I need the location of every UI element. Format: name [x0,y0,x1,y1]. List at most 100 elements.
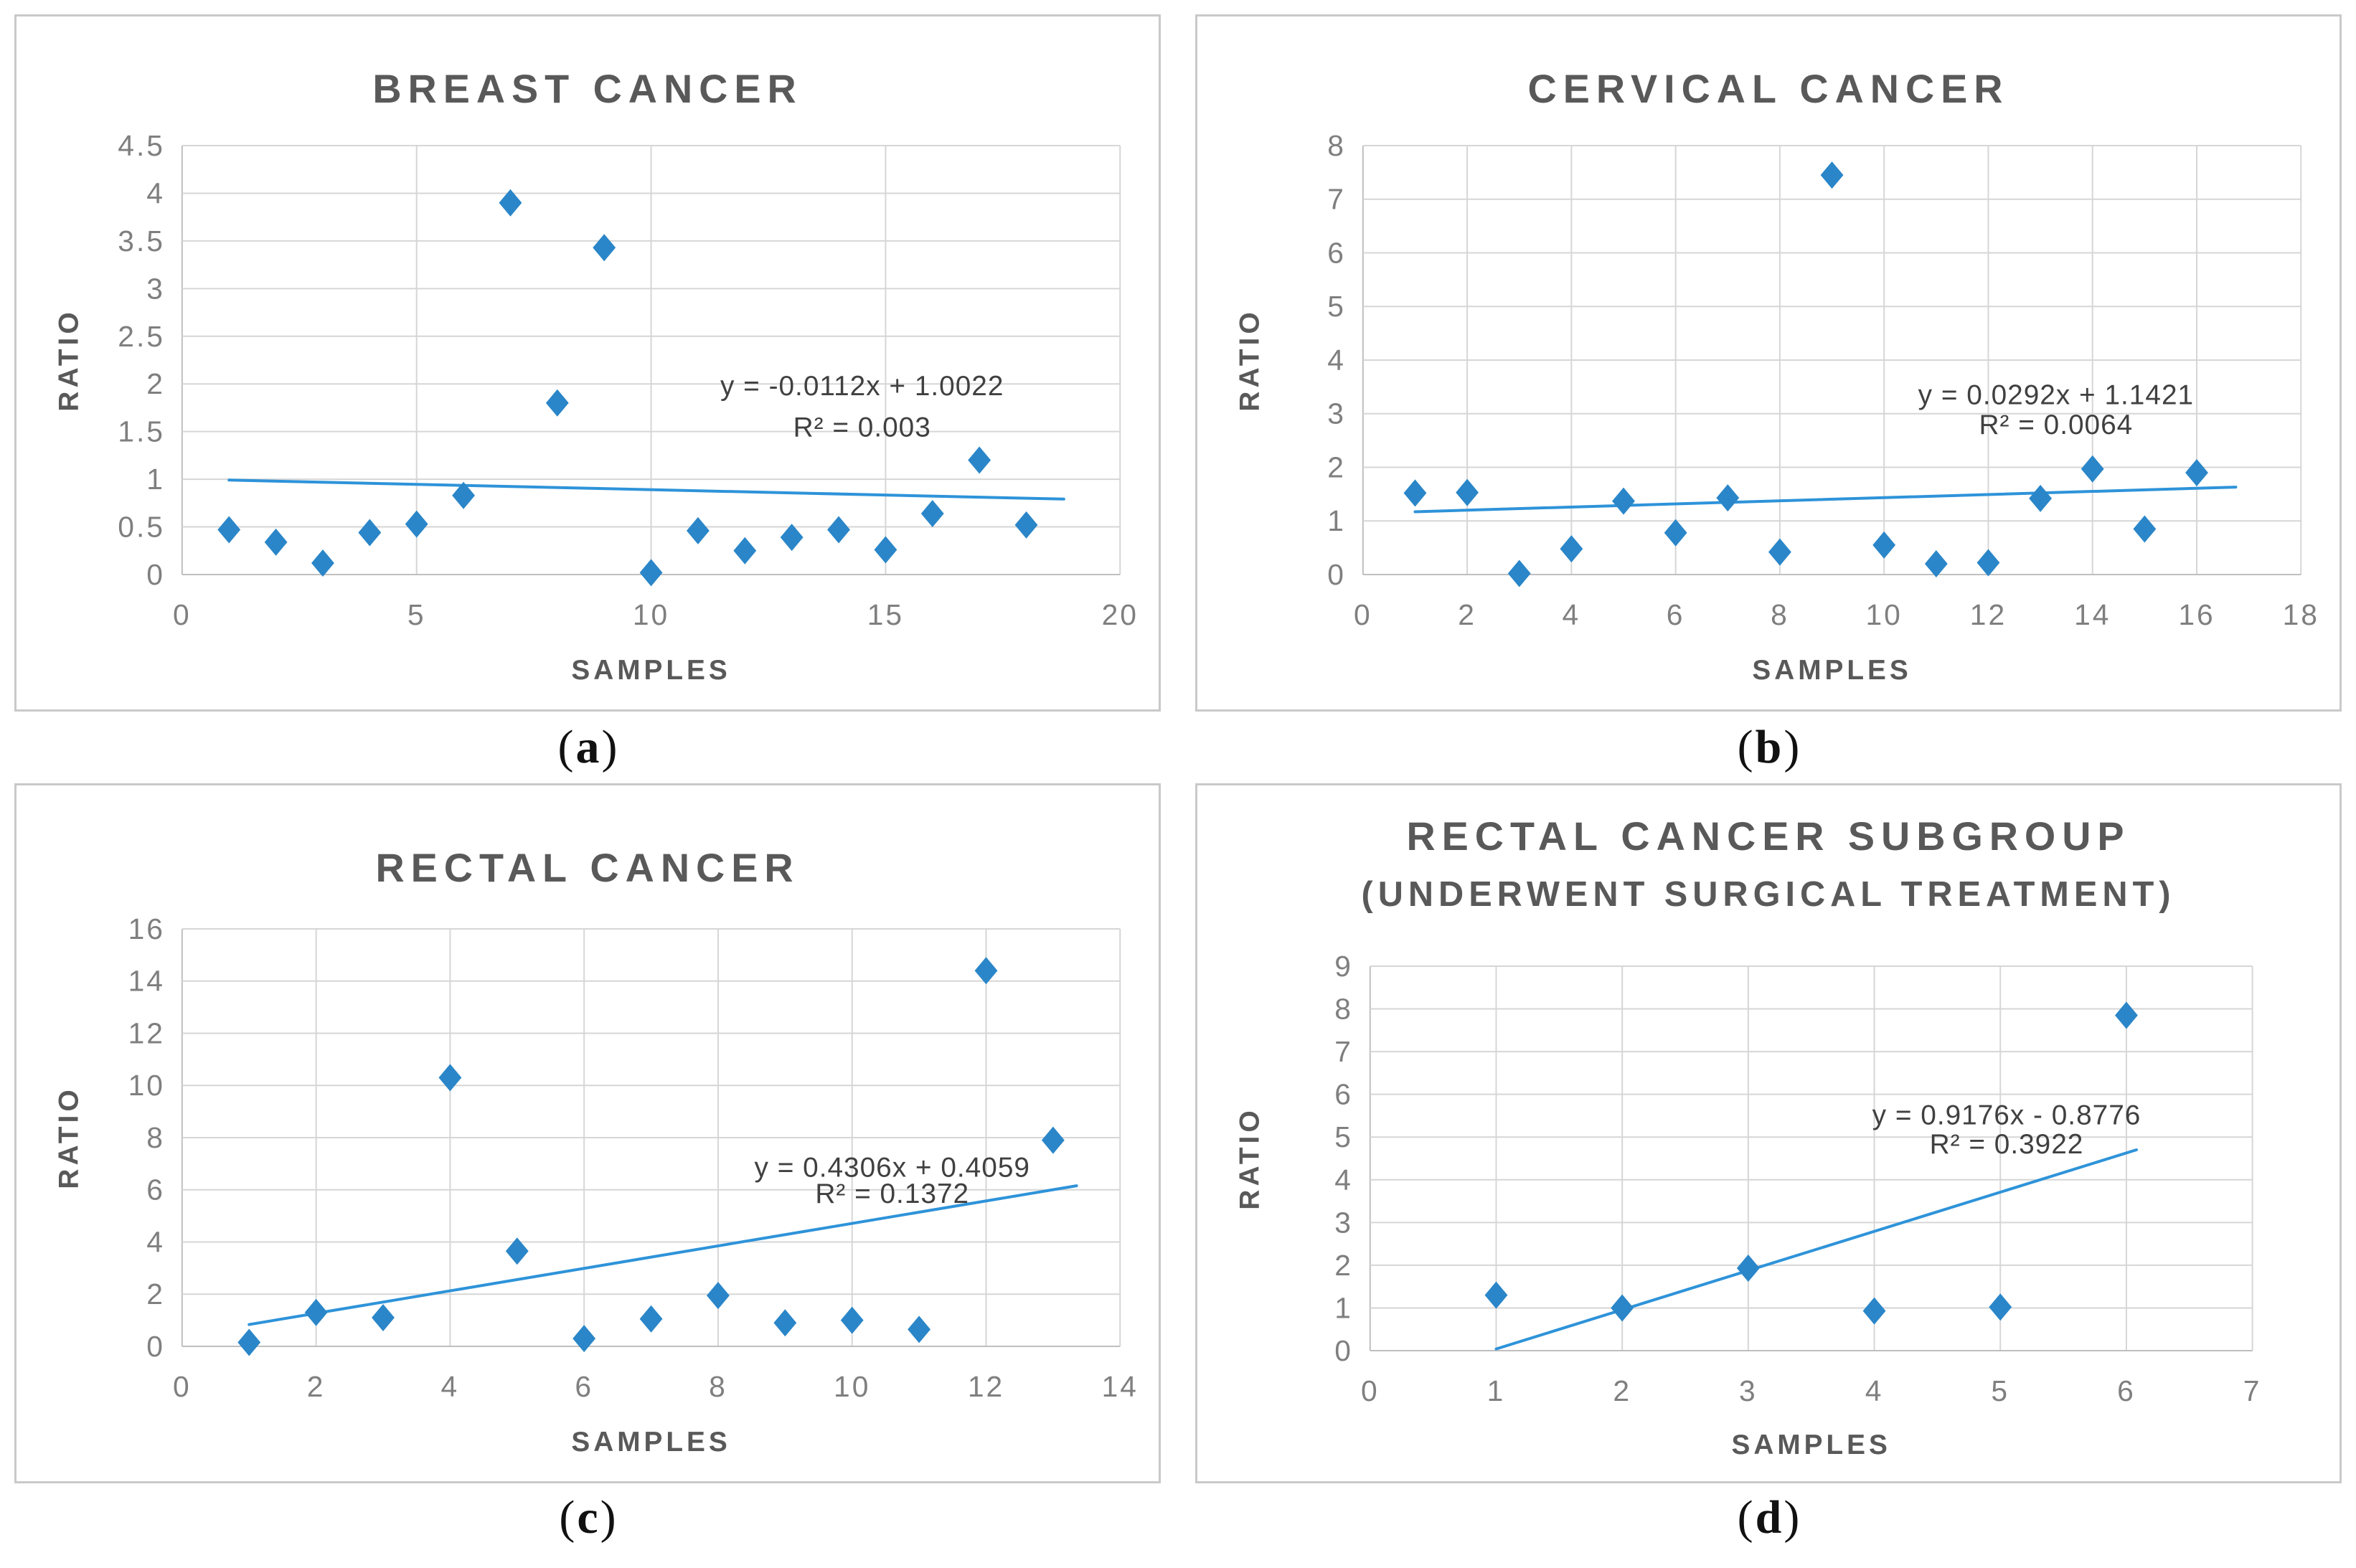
caption-letter: b [1755,721,1782,773]
x-tick-label: 0 [173,1370,192,1403]
x-tick-label: 6 [1667,598,1685,631]
x-tick-label: 12 [1970,598,2007,631]
y-tick-label: 2 [1334,1249,1353,1282]
y-tick-label: 4.5 [118,129,165,162]
trendline-r-squared: R² = 0.003 [793,412,931,443]
x-tick-label: 16 [2178,598,2215,631]
data-point [1612,487,1635,515]
x-tick-label: 10 [1866,598,1903,631]
y-tick-label: 16 [128,912,165,945]
y-tick-label: 4 [146,1225,165,1258]
data-point [438,1064,462,1092]
data-point [372,1303,395,1331]
y-tick-label: 6 [1327,236,1346,269]
y-tick-label: 2 [1327,450,1346,483]
y-tick-label: 3.5 [118,225,165,258]
data-point [874,536,897,564]
data-point [1560,535,1583,563]
data-point [1716,484,1740,512]
chart-title: RECTAL CANCER SUBGROUP [1406,813,2130,859]
chart-frame: BREAST CANCER 0 5 10 15 20 0 0.5 1 1.5 2 2.5 3 3.5 4 4.… [14,14,1161,712]
data-point [1456,478,1479,506]
y-tick-label: 6 [1334,1078,1353,1111]
y-tick-label: 10 [128,1069,165,1102]
x-tick-label: 10 [633,598,669,631]
data-point [707,1282,730,1310]
gridlines [181,145,1121,575]
data-point [1862,1297,1886,1325]
data-point [572,1325,596,1353]
gridlines [1369,965,2253,1351]
data-point [1041,1126,1065,1154]
data-point [840,1306,864,1334]
x-tick-label: 2 [307,1370,326,1403]
y-tick-label: 0 [146,1330,165,1363]
x-tick-label: 4 [1563,598,1581,631]
y-tick-label: 8 [1334,992,1353,1025]
y-tick-label: 2 [146,367,165,400]
data-point [827,516,850,544]
data-point [237,1328,261,1356]
data-point [968,446,991,474]
y-tick-label: 5 [1327,290,1346,323]
x-tick-label: 4 [1865,1374,1884,1407]
trendline-r-squared: R² = 0.0064 [1979,410,2134,440]
x-tick-label: 0 [1361,1374,1380,1407]
data-point [358,519,382,547]
y-tick-label: 0 [146,558,165,591]
data-point [505,1237,529,1265]
data-point [217,516,241,544]
caption-open-paren: ( [557,721,574,773]
trendline-r-squared: R² = 0.3922 [1930,1129,2084,1160]
x-axis-label: SAMPLES [1752,655,1911,686]
trendline [1413,486,2238,514]
x-axis-label: SAMPLES [1732,1430,1891,1460]
scatter-chart: RECTAL CANCER 0 2 4 6 8 10 12 14 0 2 4 6 8 10 12 14 16 SAM… [54,845,1139,1458]
data-point [1403,479,1427,507]
figure-row-bottom: RECTAL CANCER 0 2 4 6 8 10 12 14 0 2 4 6 8 10 12 14 16 SAM… [14,783,2342,1552]
data-point [974,957,998,985]
data-point [1989,1293,2012,1321]
caption-close-paren: ) [1784,1491,1800,1544]
x-tick-label: 15 [867,598,904,631]
x-tick-label: 6 [2117,1374,2136,1407]
trendline-r-squared: R² = 0.1372 [815,1179,969,1209]
chart-frame: RECTAL CANCER 0 2 4 6 8 10 12 14 0 2 4 6 8 10 12 14 16 SAM… [14,783,1161,1483]
x-tick-label: 5 [1991,1374,2009,1407]
x-tick-label: 7 [2243,1374,2262,1407]
y-tick-label: 3 [1327,397,1346,430]
x-tick-label: 14 [1102,1370,1139,1403]
y-tick-label: 2 [146,1277,165,1310]
x-tick-label: 20 [1102,598,1139,631]
chart-title: (UNDERWENT SURGICAL TREATMENT) [1362,875,2176,914]
data-points [1403,161,2208,587]
caption-letter: a [575,721,600,773]
data-point [908,1316,931,1343]
x-tick-label: 10 [834,1370,870,1403]
data-point [1820,161,1844,189]
x-tick-label: 5 [407,598,426,631]
data-point [1924,550,1948,578]
data-point [639,1305,663,1333]
x-axis-label: SAMPLES [571,655,730,686]
y-tick-label: 0 [1334,1334,1353,1367]
data-point [2133,515,2157,543]
chart-panel-d: RECTAL CANCER SUBGROUP (UNDERWENT SURGICA… [1195,783,2342,1552]
y-tick-label: 6 [146,1173,165,1206]
data-point [1014,511,1038,539]
y-tick-label: 5 [1334,1120,1353,1153]
x-tick-label: 6 [575,1370,593,1403]
y-tick-label: 3 [146,272,165,305]
data-point [2115,1001,2138,1029]
y-axis-label: RATIO [1235,1107,1266,1209]
data-points [1484,1001,2138,1325]
y-tick-label: 4 [146,176,165,209]
data-point [687,516,710,544]
caption-open-paren: ( [1737,721,1753,773]
y-tick-label: 1.5 [118,415,165,448]
trendline [1494,1148,2138,1351]
gridlines [181,928,1121,1347]
panel-caption: (b) [1195,712,2342,783]
x-tick-label: 1 [1487,1374,1506,1407]
